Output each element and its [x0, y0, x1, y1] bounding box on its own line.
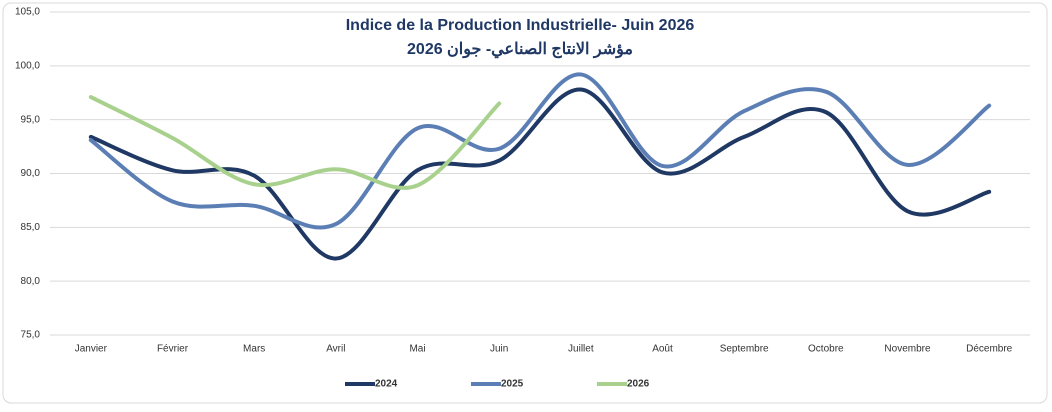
y-tick-label: 80,0 [21, 276, 41, 287]
chart-title: Indice de la Production Industrielle- Ju… [346, 17, 695, 34]
chart-frame [2, 2, 1048, 404]
x-tick-label: Avril [326, 344, 345, 355]
x-tick-label: Janvier [75, 344, 108, 355]
x-tick-label: Février [157, 344, 189, 355]
x-tick-label: Décembre [966, 344, 1013, 355]
series-line [88, 72, 992, 230]
x-tick-label: Mars [243, 344, 265, 355]
legend-label: 2024 [375, 379, 398, 390]
y-tick-label: 95,0 [21, 114, 41, 125]
legend-label: 2026 [627, 379, 650, 390]
legend-label: 2025 [501, 379, 524, 390]
y-tick-label: 85,0 [21, 222, 41, 233]
x-tick-label: Août [652, 344, 673, 355]
y-tick-label: 90,0 [21, 168, 41, 179]
x-tick-label: Octobre [808, 344, 844, 355]
x-tick-label: Mai [409, 344, 425, 355]
y-tick-label: 100,0 [15, 60, 40, 71]
x-tick-label: Juin [490, 344, 508, 355]
series-line [88, 87, 992, 261]
chart-subtitle: مؤشر الانتاج الصناعي- جوان 2026 [407, 41, 633, 59]
y-tick-label: 105,0 [15, 7, 40, 18]
series-line [88, 95, 502, 190]
x-tick-label: Novembre [884, 344, 931, 355]
y-tick-label: 75,0 [21, 330, 41, 341]
x-tick-label: Septembre [720, 344, 769, 355]
x-tick-label: Juillet [568, 344, 594, 355]
